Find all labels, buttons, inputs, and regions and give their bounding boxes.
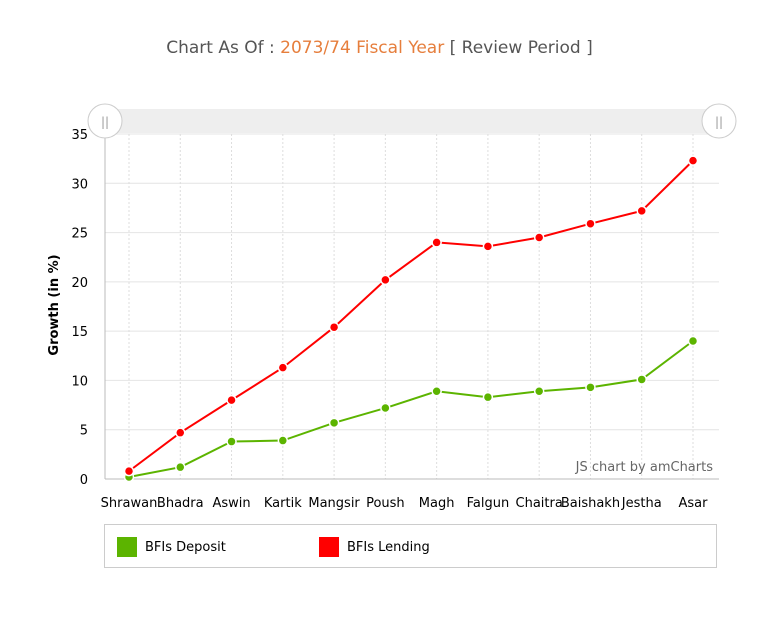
data-point-deposit[interactable] — [482, 391, 494, 403]
data-point-lending[interactable] — [482, 241, 494, 252]
data-point-deposit[interactable] — [687, 335, 699, 347]
data-point-deposit[interactable] — [431, 386, 442, 397]
line-chart: 0 5 10 15 20 25 30 35 Shrawan Bhadra Aswin Kartik M… — [47, 103, 737, 511]
y-axis-title: Growth (in %) — [47, 254, 62, 355]
y-tick-label: 15 — [71, 325, 88, 340]
x-tick-label: Bhadra — [157, 496, 204, 511]
legend: BFIs Deposit BFIs Lending — [104, 524, 717, 568]
data-point-lending[interactable] — [380, 274, 391, 286]
data-point-lending[interactable] — [277, 362, 289, 373]
chart-title: Chart As Of : 2073/74 Fiscal Year [ Revi… — [0, 38, 759, 58]
x-tick-label: Magh — [419, 496, 455, 511]
scrollbar-left-grip[interactable]: || — [87, 103, 123, 139]
legend-item-deposit[interactable]: BFIs Deposit — [117, 537, 226, 557]
y-tick-label: 35 — [71, 128, 88, 143]
x-tick-label: Jestha — [621, 496, 662, 511]
x-tick-label: Asar — [679, 496, 709, 511]
left-grip-icon: || — [101, 115, 109, 129]
x-tick-label: Shrawan — [101, 496, 158, 511]
data-point-deposit[interactable] — [533, 386, 545, 397]
legend-item-lending[interactable]: BFIs Lending — [319, 537, 430, 557]
data-point-lending[interactable] — [687, 155, 699, 166]
scrollbar-right-grip[interactable]: || — [701, 103, 737, 139]
x-tick-label: Kartik — [264, 496, 302, 511]
data-point-lending[interactable] — [533, 232, 545, 243]
title-prefix: Chart As Of : — [166, 38, 281, 58]
series-layer — [123, 155, 699, 483]
data-point-deposit[interactable] — [585, 382, 596, 393]
data-point-lending[interactable] — [175, 427, 186, 438]
data-point-lending[interactable] — [585, 218, 596, 229]
x-tick-labels: Shrawan Bhadra Aswin Kartik Mangsir Poush Magh… — [101, 496, 708, 511]
data-point-lending[interactable] — [123, 465, 135, 477]
legend-label-deposit: BFIs Deposit — [145, 539, 226, 555]
legend-swatch-deposit — [117, 537, 137, 557]
right-grip-icon: || — [715, 115, 723, 129]
data-point-lending[interactable] — [636, 205, 647, 217]
scrollbar-track[interactable] — [105, 109, 719, 133]
data-point-deposit[interactable] — [226, 436, 237, 447]
x-tick-label: Chaitra — [516, 496, 563, 511]
legend-label-lending: BFIs Lending — [347, 539, 430, 555]
series-line-lending — [128, 159, 694, 472]
scrollbar[interactable]: || || — [87, 103, 737, 139]
data-point-deposit[interactable] — [277, 435, 289, 446]
y-tick-label: 25 — [71, 227, 88, 242]
x-tick-label: Mangsir — [308, 496, 360, 511]
y-tick-label: 30 — [71, 177, 88, 192]
amcharts-credit[interactable]: JS chart by amCharts — [575, 460, 714, 475]
legend-swatch-lending — [319, 537, 339, 557]
fiscal-year-link[interactable]: 2073/74 Fiscal Year — [280, 38, 445, 58]
y-tick-label: 5 — [80, 424, 88, 439]
y-tick-label: 20 — [71, 276, 88, 291]
x-tick-label: Poush — [366, 496, 405, 511]
series-line-deposit — [128, 340, 694, 479]
x-tick-label: Baishakh — [561, 496, 620, 511]
x-tick-label: Aswin — [212, 496, 250, 511]
data-point-deposit[interactable] — [380, 402, 391, 414]
data-point-lending[interactable] — [328, 321, 340, 333]
data-point-lending[interactable] — [226, 394, 237, 406]
data-point-deposit[interactable] — [175, 461, 186, 473]
y-tick-label: 0 — [80, 473, 88, 488]
grid — [105, 133, 719, 480]
title-suffix: [ Review Period ] — [444, 38, 593, 58]
y-tick-label: 10 — [71, 374, 88, 389]
data-point-deposit[interactable] — [328, 417, 340, 429]
data-point-lending[interactable] — [431, 237, 442, 248]
data-point-deposit[interactable] — [636, 374, 647, 385]
y-tick-labels: 0 5 10 15 20 25 30 35 — [71, 128, 88, 488]
x-tick-label: Falgun — [467, 496, 510, 511]
axes — [104, 134, 719, 480]
